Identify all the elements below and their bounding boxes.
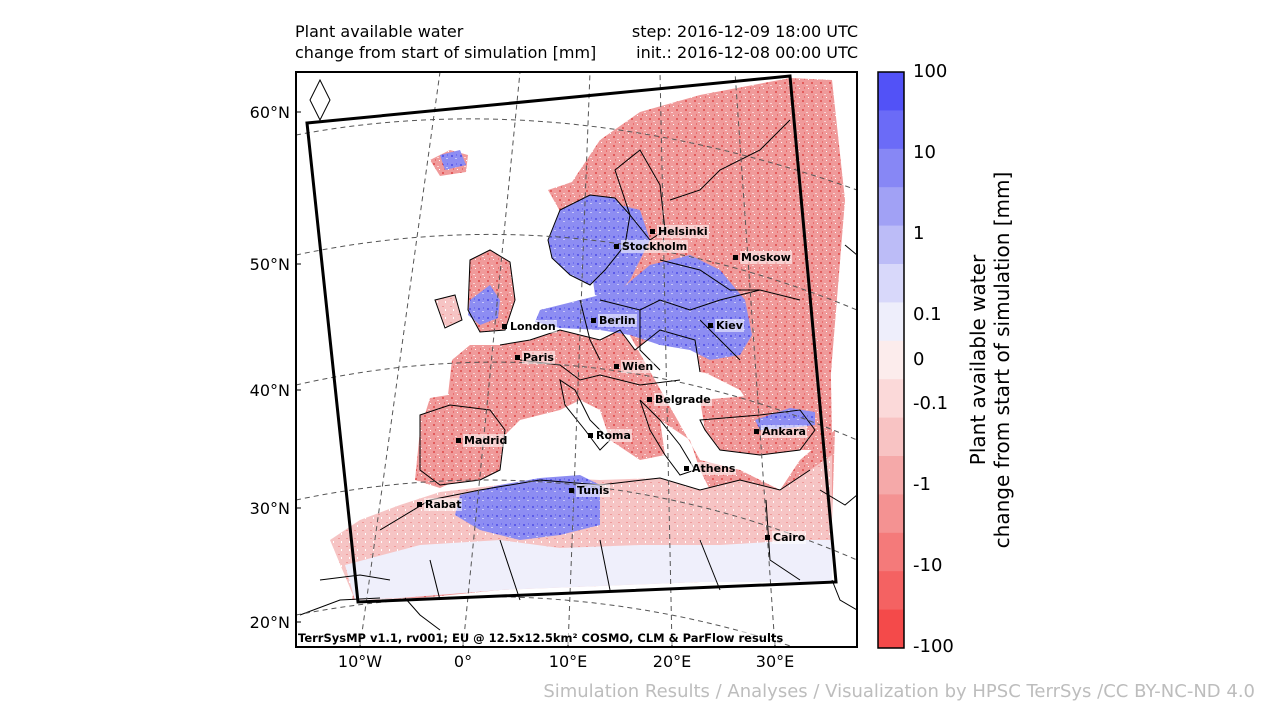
map-title-line1: Plant available water: [295, 22, 464, 41]
lon-label-20e: 20°E: [652, 652, 692, 671]
colorbar-segment: [878, 532, 904, 572]
model-attribution: TerrSysMP v1.1, rv001; EU @ 12.5x12.5km²…: [298, 631, 784, 645]
city-marker: [456, 438, 461, 443]
colorbar-segment: [878, 302, 904, 342]
colorbar-frame: [877, 71, 905, 649]
land-wet: [440, 150, 815, 540]
colorbar-tick-neg10: -10: [913, 555, 943, 576]
city-madrid: Madrid: [456, 434, 509, 447]
city-london: London: [502, 320, 557, 333]
colorbar-title-line2: change from start of simulation [mm]: [990, 171, 1014, 549]
map-title-line2: change from start of simulation [mm]: [295, 43, 597, 62]
city-paris: Paris: [515, 351, 555, 364]
city-marker: [647, 397, 652, 402]
city-marker: [684, 466, 689, 471]
step-time: step: 2016-12-09 18:00 UTC: [631, 22, 858, 41]
city-marker: [515, 355, 520, 360]
colorbar-tick-neg100: -100: [913, 636, 954, 657]
colorbar-tick-100: 100: [913, 61, 948, 82]
city-tunis: Tunis: [569, 484, 611, 497]
colorbar-segment: [878, 417, 904, 457]
colorbar-tick-neg0.1: -0.1: [913, 393, 949, 414]
lon-label-10w: 10°W: [337, 652, 383, 671]
city-kiev: Kiev: [708, 319, 744, 332]
init-time: init.: 2016-12-08 00:00 UTC: [636, 43, 858, 62]
city-cairo: Cairo: [765, 531, 807, 544]
city-marker: [708, 323, 713, 328]
map-frame: [295, 71, 858, 648]
lat-label-50n: 50°N: [249, 255, 290, 274]
colorbar-segment: [878, 148, 904, 188]
colorbar-segment: [878, 187, 904, 227]
domain-boundary: [305, 74, 838, 604]
colorbar-segment: [878, 379, 904, 419]
city-marker: [614, 244, 619, 249]
city-belgrade: Belgrade: [647, 393, 712, 406]
colorbar-segment: [878, 609, 904, 649]
city-marker: [588, 433, 593, 438]
city-ankara: Ankara: [754, 425, 807, 438]
city-helsinki: Helsinki: [650, 225, 709, 238]
map-title: Plant available water change from start …: [295, 21, 596, 63]
colorbar-segment: [878, 225, 904, 265]
city-rabat: Rabat: [417, 498, 463, 511]
city-marker: [614, 364, 619, 369]
lon-label-10e: 10°E: [548, 652, 588, 671]
lat-label-30n: 30°N: [249, 499, 290, 518]
time-info: step: 2016-12-09 18:00 UTC init.: 2016-1…: [590, 21, 858, 63]
city-roma: Roma: [588, 429, 632, 442]
lat-label-20n: 20°N: [249, 613, 290, 632]
lon-label-0: 0°: [453, 652, 473, 671]
city-marker: [417, 502, 422, 507]
colorbar-segment: [878, 340, 904, 380]
sahara-neutral: [345, 540, 832, 600]
colorbar-segment: [878, 456, 904, 495]
footer-credit: Simulation Results / Analyses / Visualiz…: [543, 681, 1255, 702]
city-marker: [650, 229, 655, 234]
graticule: [296, 72, 857, 647]
colorbar-title-line1: Plant available water: [966, 254, 990, 466]
city-athens: Athens: [684, 462, 737, 475]
colorbar-segment: [878, 72, 904, 111]
colorbar-segment: [878, 110, 904, 150]
colorbar-tick-neg1: -1: [913, 474, 931, 495]
lat-label-60n: 60°N: [249, 103, 290, 122]
colorbar-tick-0.1: 0.1: [913, 304, 942, 325]
city-wien: Wien: [614, 360, 655, 373]
lon-label-30e: 30°E: [755, 652, 795, 671]
city-stockholm: Stockholm: [614, 240, 689, 253]
city-marker: [733, 255, 738, 260]
lat-label-40n: 40°N: [249, 381, 290, 400]
city-marker: [765, 535, 770, 540]
city-berlin: Berlin: [591, 314, 637, 327]
city-marker: [502, 324, 507, 329]
colorbar-segment: [878, 264, 904, 303]
city-marker: [569, 488, 574, 493]
colorbar-tick-10: 10: [913, 142, 936, 163]
city-marker: [591, 318, 596, 323]
colorbar-tick-0: 0: [913, 349, 925, 370]
colorbar-segment: [878, 571, 904, 611]
colorbar-segment: [878, 494, 904, 534]
city-marker: [754, 429, 759, 434]
colorbar-tick-1: 1: [913, 223, 925, 244]
city-moskow: Moskow: [733, 251, 792, 264]
colorbar: [878, 72, 904, 649]
